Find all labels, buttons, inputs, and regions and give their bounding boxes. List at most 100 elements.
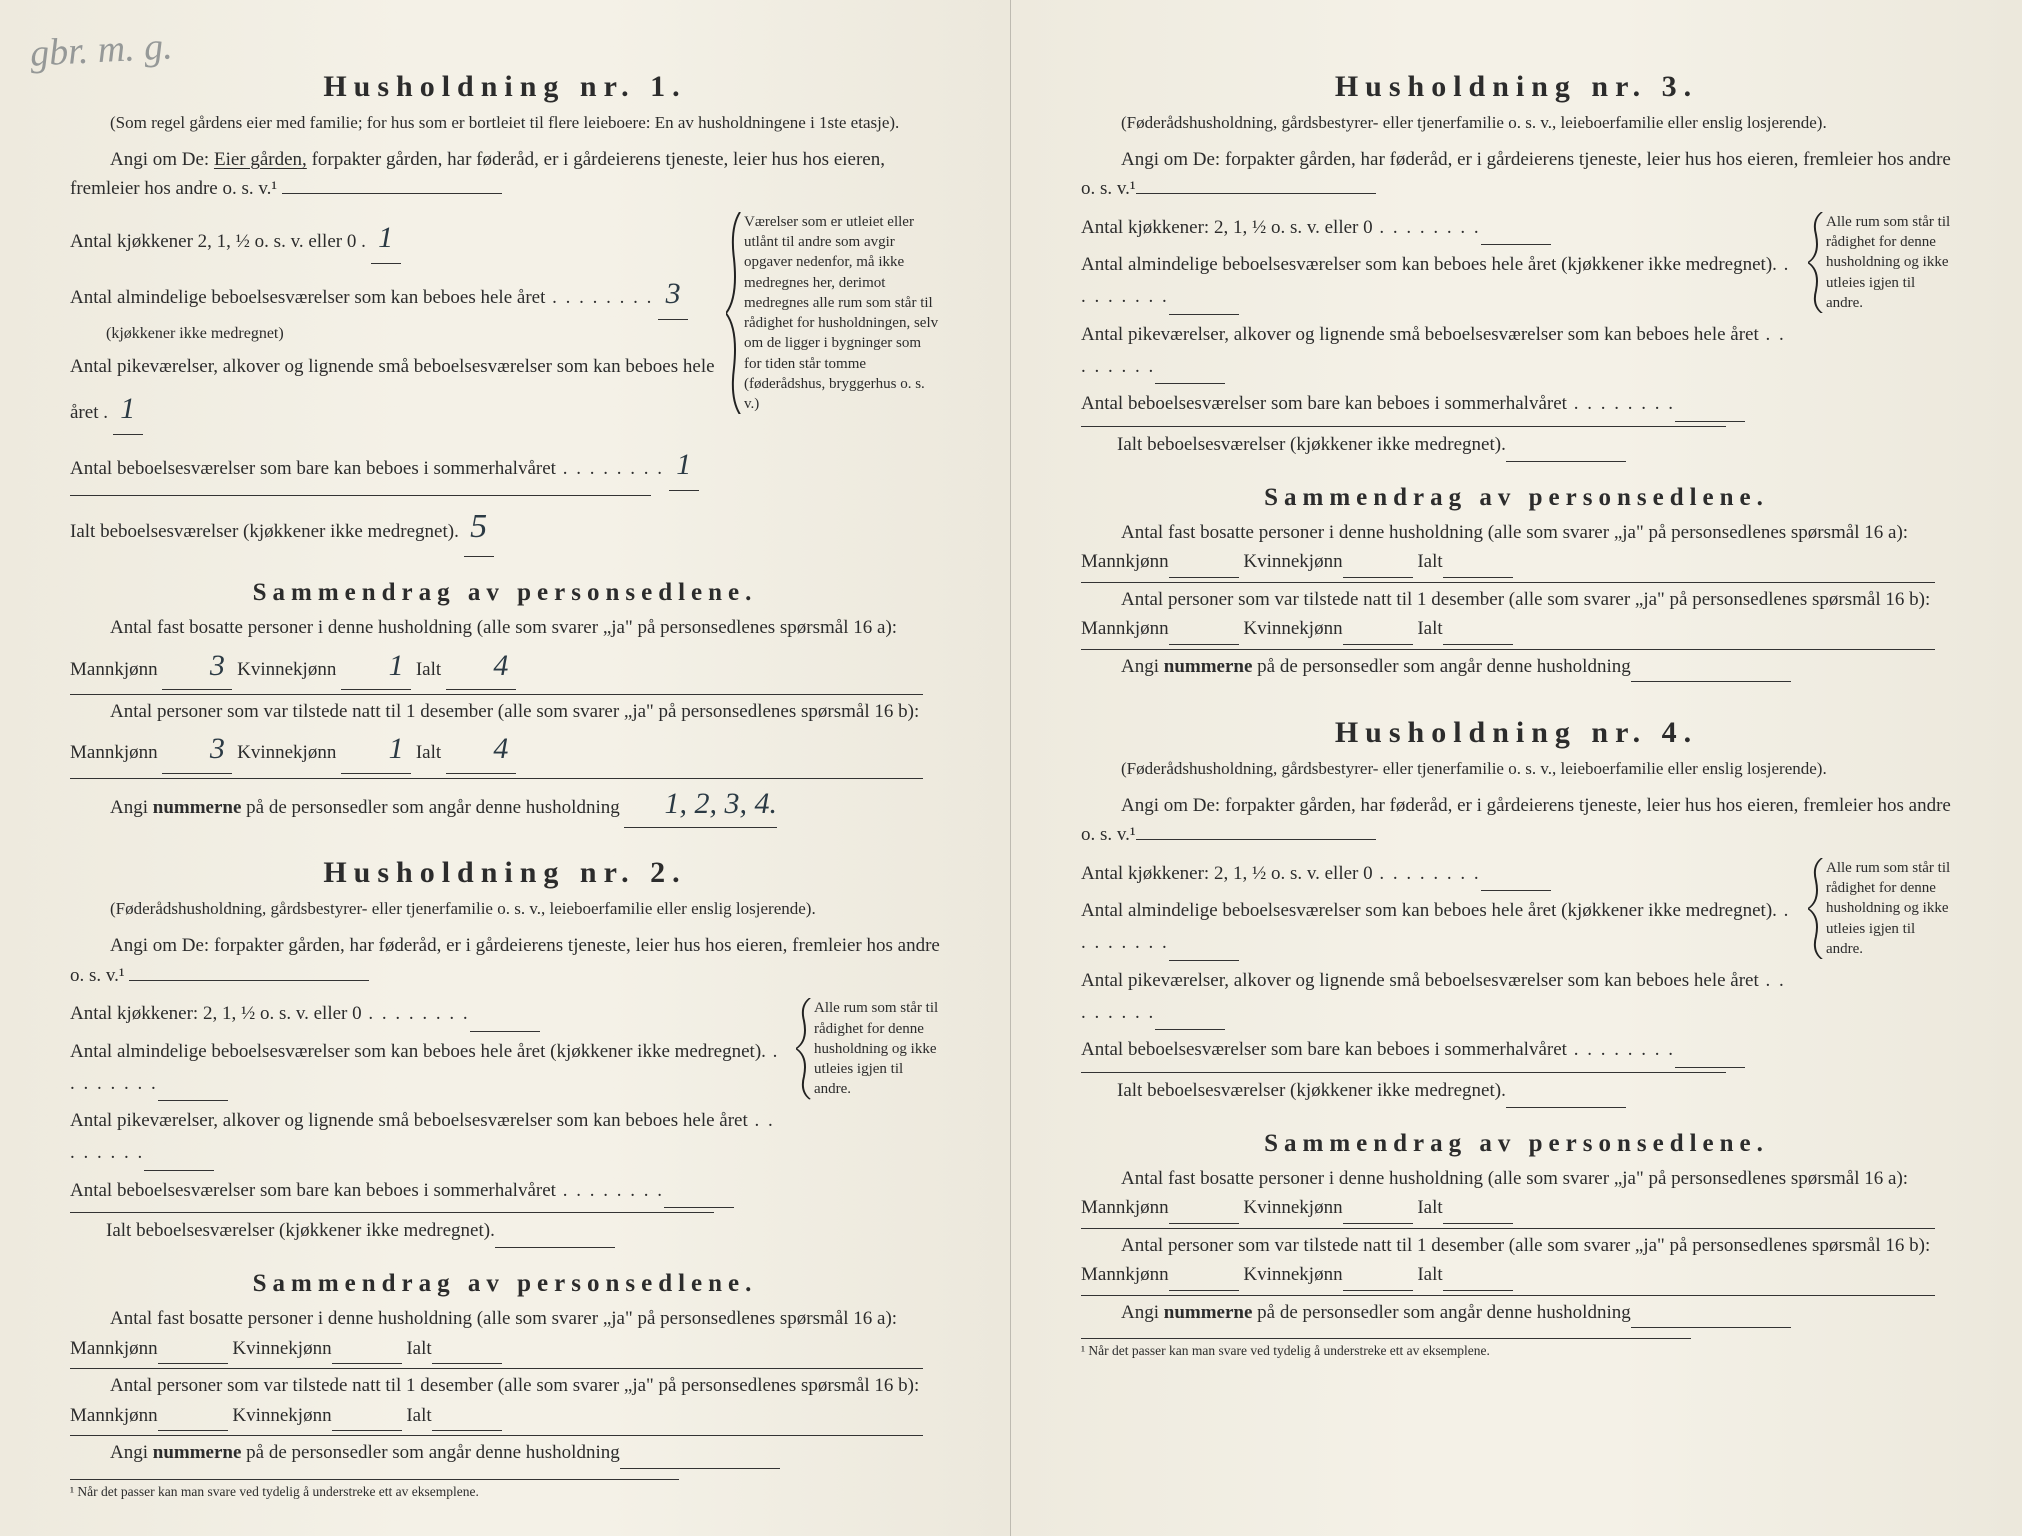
blank <box>1481 212 1551 245</box>
h1-s1: Antal fast bosatte personer i denne hush… <box>70 613 940 690</box>
h2-rooms-left: Antal kjøkkener: 2, 1, ½ o. s. v. eller … <box>70 998 786 1252</box>
blank <box>1169 547 1239 577</box>
sum-label: Ialt beboelsesværelser (kjøkkener ikke m… <box>70 521 459 542</box>
h1-kitchens: Antal kjøkkener 2, 1, ½ o. s. v. eller 0… <box>70 212 716 264</box>
blank <box>1155 997 1225 1030</box>
h3-s3: Angi nummerne på de personsedler som ang… <box>1081 652 1952 682</box>
h2-sum: Ialt beboelsesværelser (kjøkkener ikke m… <box>70 1215 786 1248</box>
h4-kitchens: Antal kjøkkener: 2, 1, ½ o. s. v. eller … <box>1081 858 1798 891</box>
ialt: Ialt <box>1417 1197 1442 1218</box>
blank <box>1481 858 1551 891</box>
fill-line <box>129 980 369 981</box>
blank <box>1169 281 1239 314</box>
h4-s3: Angi nummerne på de personsedler som ang… <box>1081 1298 1952 1328</box>
h2-angi-text: Angi om De: forpakter gården, har føderå… <box>70 935 940 985</box>
blank <box>1675 388 1745 421</box>
lbl: Antal kjøkkener: 2, 1, ½ o. s. v. eller … <box>70 1003 362 1024</box>
nummerne-bold: nummerne <box>153 797 242 818</box>
footnote-left: ¹ Når det passer kan man svare ved tydel… <box>70 1479 679 1500</box>
ialt: Ialt <box>406 1338 431 1359</box>
h4-summary-head: Sammendrag av personsedlene. <box>1081 1130 1952 1158</box>
h1-title: Husholdning nr. 1. <box>70 70 940 104</box>
r3-label: Antal beboelsesværelser som bare kan beb… <box>70 458 556 479</box>
kv: Kvinnekjønn <box>232 1338 331 1359</box>
h1-summary-head: Sammendrag av personsedlene. <box>70 579 940 607</box>
kv: Kvinnekjønn <box>232 1405 331 1426</box>
lbl: Antal beboelsesværelser som bare kan beb… <box>1081 1039 1567 1060</box>
nummerne-bold: nummerne <box>153 1442 242 1463</box>
h1-rooms-left: Antal kjøkkener 2, 1, ½ o. s. v. eller 0… <box>70 212 716 561</box>
blank <box>1169 927 1239 960</box>
blank <box>470 998 540 1031</box>
rest: på de personsedler som angår denne husho… <box>241 1442 619 1463</box>
h3-title: Husholdning nr. 3. <box>1081 70 1952 104</box>
nummerne-bold: nummerne <box>1164 1302 1253 1323</box>
r2-value: 1 <box>113 383 143 435</box>
lbl: Antal pikeværelser, alkover og lignende … <box>1081 970 1759 991</box>
h2-r1: Antal almindelige beboelsesværelser som … <box>70 1036 786 1102</box>
blank <box>332 1334 402 1364</box>
angi-prefix: Angi om De: <box>110 149 209 170</box>
rest: på de personsedler som angår denne husho… <box>1252 1302 1630 1323</box>
kitchens-label: Antal kjøkkener 2, 1, ½ o. s. v. eller 0… <box>70 231 366 252</box>
brace-icon <box>1808 212 1826 313</box>
blank <box>332 1401 402 1431</box>
blank <box>158 1068 228 1101</box>
h4-angi: Angi om De: forpakter gården, har føderå… <box>1081 791 1952 850</box>
sidenote-text: Alle rum som står til rådighet for denne… <box>1826 214 1950 311</box>
lbl: Ialt beboelsesværelser (kjøkkener ikke m… <box>1117 1080 1506 1101</box>
h4-s2: Antal personer som var tilstede natt til… <box>1081 1231 1952 1291</box>
blank <box>1443 614 1513 644</box>
h4-rooms-block: Antal kjøkkener: 2, 1, ½ o. s. v. eller … <box>1081 858 1952 1112</box>
kv: Kvinnekjønn <box>1243 551 1342 572</box>
blank <box>144 1137 214 1170</box>
lbl: Antal almindelige beboelsesværelser som … <box>1081 254 1777 275</box>
blank <box>1443 547 1513 577</box>
h2-sidenote: Alle rum som står til rådighet for denne… <box>800 998 940 1099</box>
blank <box>1631 652 1791 682</box>
ialt-label: Ialt <box>416 742 441 763</box>
txt: Angi om De: forpakter gården, har føderå… <box>1081 149 1951 199</box>
h2-angi: Angi om De: forpakter gården, har føderå… <box>70 931 940 990</box>
h2-rooms-block: Antal kjøkkener: 2, 1, ½ o. s. v. eller … <box>70 998 940 1252</box>
ialt: Ialt <box>406 1405 431 1426</box>
sidenote-text: Værelser som er utleiet eller utlånt til… <box>744 214 938 412</box>
blank <box>1506 429 1626 462</box>
rule <box>1081 1228 1935 1229</box>
kitchens-value: 1 <box>371 212 401 264</box>
r3-value: 1 <box>669 439 699 491</box>
blank <box>158 1401 228 1431</box>
h2-kitchens: Antal kjøkkener: 2, 1, ½ o. s. v. eller … <box>70 998 786 1031</box>
blank <box>1343 1193 1413 1223</box>
h1-r3: Antal beboelsesværelser som bare kan beb… <box>70 439 716 491</box>
blank <box>495 1215 615 1248</box>
blank <box>1443 1260 1513 1290</box>
h3-s2: Antal personer som var tilstede natt til… <box>1081 585 1952 645</box>
rule <box>1081 582 1935 583</box>
prefix: Angi <box>1121 1302 1164 1323</box>
h2-r2: Antal pikeværelser, alkover og lignende … <box>70 1105 786 1171</box>
h3-kitchens: Antal kjøkkener: 2, 1, ½ o. s. v. eller … <box>1081 212 1798 245</box>
blank <box>1343 547 1413 577</box>
kv-label: Kvinnekjønn <box>237 742 336 763</box>
h2-s2: Antal personer som var tilstede natt til… <box>70 1371 940 1431</box>
h4-subnote: (Føderådshusholdning, gårdsbestyrer- ell… <box>1081 758 1952 781</box>
lbl: Antal beboelsesværelser som bare kan beb… <box>1081 393 1567 414</box>
lbl: Ialt beboelsesværelser (kjøkkener ikke m… <box>106 1220 495 1241</box>
h3-summary-head: Sammendrag av personsedlene. <box>1081 484 1952 512</box>
nummerne-bold: nummerne <box>1164 656 1253 677</box>
rule <box>1081 1072 1726 1073</box>
kv: Kvinnekjønn <box>1243 618 1342 639</box>
blank <box>1675 1034 1745 1067</box>
dots <box>545 287 653 308</box>
s3-rest: på de personsedler som angår denne husho… <box>246 797 624 818</box>
s1-m-val: 3 <box>162 643 232 691</box>
h3-sum: Ialt beboelsesværelser (kjøkkener ikke m… <box>1081 429 1798 462</box>
h1-subnote: (Som regel gårdens eier med familie; for… <box>70 112 940 135</box>
ialt: Ialt <box>1417 551 1442 572</box>
h1-rooms-sidenote: Værelser som er utleiet eller utlånt til… <box>730 212 940 415</box>
s2-t-val: 4 <box>446 726 516 774</box>
dots <box>1567 1039 1675 1060</box>
h2-r3: Antal beboelsesværelser som bare kan beb… <box>70 1175 786 1208</box>
blank <box>1169 614 1239 644</box>
